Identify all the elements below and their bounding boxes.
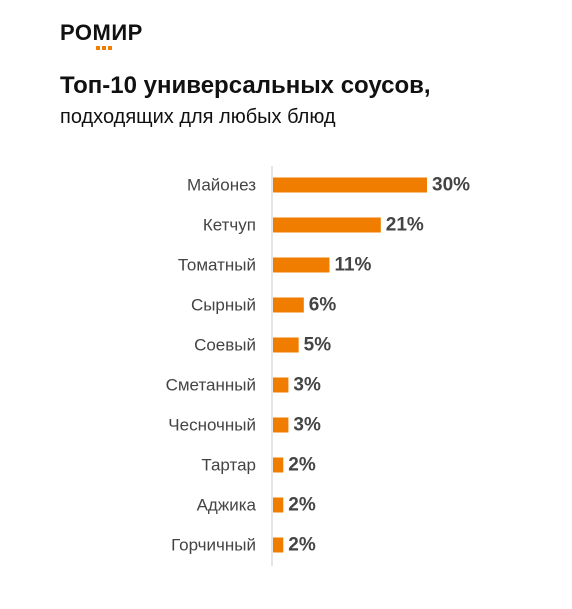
value-label: 3% (293, 415, 321, 436)
value-label: 3% (293, 375, 321, 396)
value-label: 5% (304, 335, 332, 356)
bar (273, 297, 304, 313)
value-label: 2% (288, 535, 316, 556)
category-label: Аджика (197, 496, 257, 515)
category-label: Чесночный (168, 416, 256, 435)
value-label: 2% (288, 455, 316, 476)
category-label: Соевый (194, 336, 256, 355)
chart-title: Топ-10 универсальных соусов, (60, 72, 431, 99)
category-label: Сметанный (166, 376, 256, 395)
bar (273, 497, 284, 513)
value-label: 30% (432, 175, 470, 196)
category-label: Горчичный (171, 536, 256, 555)
romir-logo: РОМИР (60, 20, 143, 50)
bar (273, 217, 381, 233)
category-label: Сырный (191, 296, 256, 315)
bar (273, 337, 299, 353)
bar (273, 377, 289, 393)
category-label: Томатный (178, 256, 256, 275)
value-label: 21% (386, 215, 424, 236)
chart-subtitle: подходящих для любых блюд (60, 106, 336, 128)
category-label: Кетчуп (203, 216, 256, 235)
bar (273, 537, 284, 553)
category-label: Тартар (201, 456, 256, 475)
category-label: Майонез (187, 176, 256, 195)
value-label: 2% (288, 495, 316, 516)
logo-text: РОМИР (60, 20, 143, 45)
value-label: 11% (334, 255, 371, 276)
bar (273, 417, 289, 433)
bar (273, 257, 330, 273)
value-label: 6% (309, 295, 337, 316)
bar (273, 457, 284, 473)
bar (273, 177, 427, 193)
logo-dots (96, 46, 112, 50)
